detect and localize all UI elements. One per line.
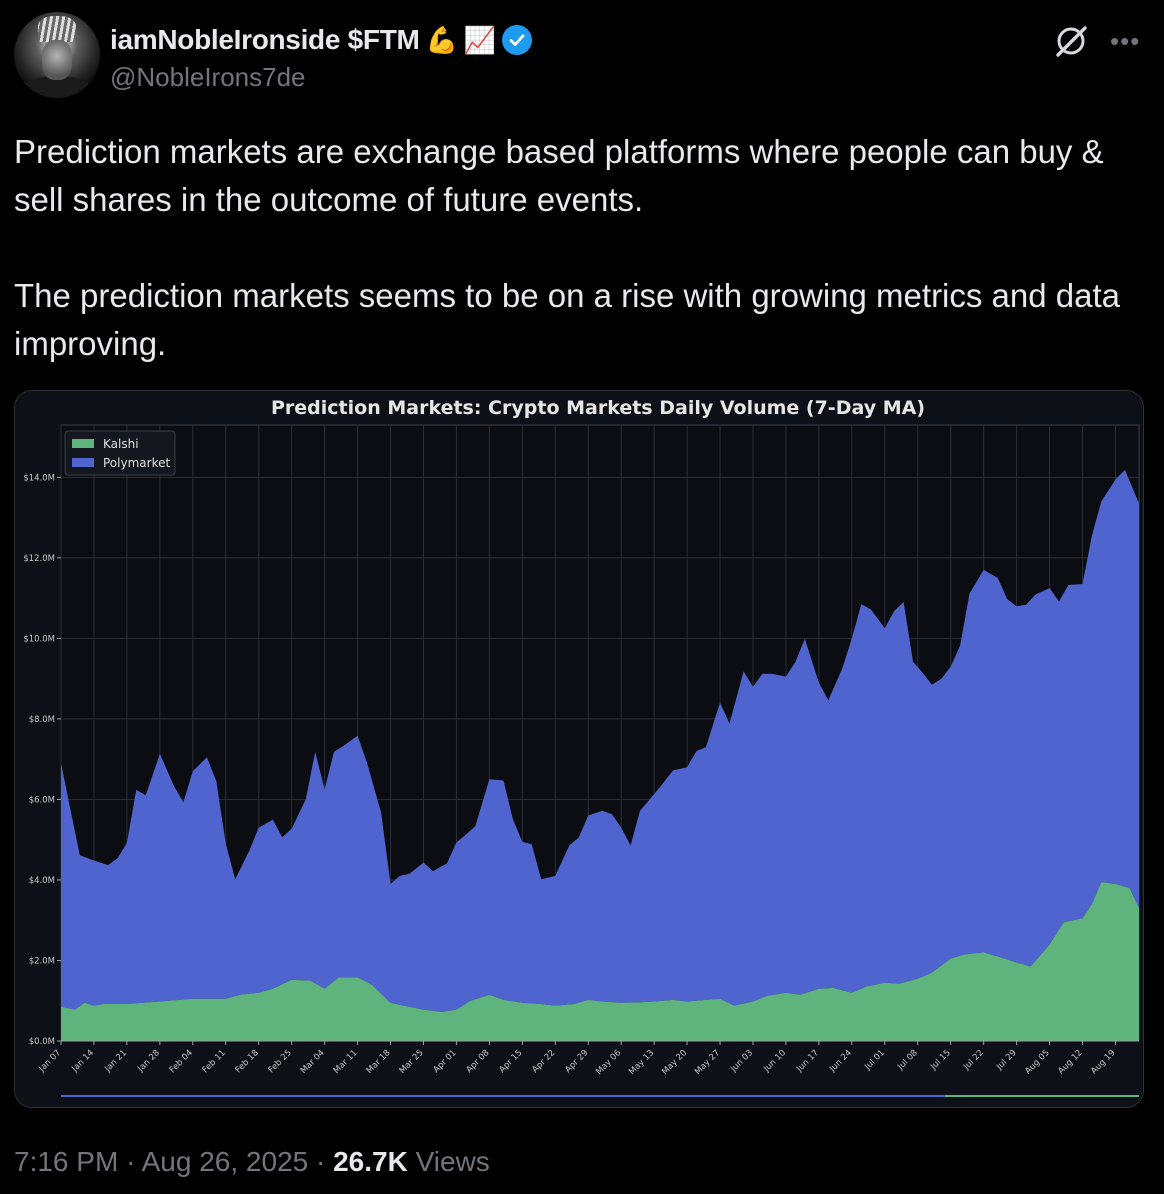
more-icon[interactable]: ••• [1110,26,1141,56]
post-date: Aug 26, 2025 [141,1146,309,1177]
kalshi-area [61,882,1139,1041]
y-tick-label: $0.0M [29,1037,55,1047]
volume-chart: Prediction Markets: Crypto Markets Daily… [15,391,1143,1107]
y-tick-label: $8.0M [29,715,55,725]
author-name-row: iamNobleIronside $FTM 💪 📈 [110,20,533,60]
flexed-biceps-emoji: 💪 [425,25,458,55]
author-display-name[interactable]: iamNobleIronside $FTM [110,24,420,55]
y-tick-label: $2.0M [29,956,55,966]
avatar[interactable] [14,12,100,98]
chart-title: Prediction Markets: Crypto Markets Daily… [271,397,925,419]
y-tick-label: $12.0M [23,554,55,564]
y-tick-label: $4.0M [29,876,55,886]
grok-icon[interactable] [1054,24,1088,58]
timestamp-separator: · [316,1146,326,1177]
y-tick-label: $14.0M [23,473,55,483]
y-tick-label: $10.0M [23,634,55,644]
tweet-paragraph-2: The prediction markets seems to be on a … [14,277,1121,362]
tweet-text: Prediction markets are exchange based pl… [14,128,1154,368]
views-count: 26.7K [333,1146,408,1177]
polymarket-area [61,470,1139,1012]
views-label: Views [415,1146,490,1177]
author-handle[interactable]: @NobleIrons7de [110,62,306,92]
post-time: 7:16 PM [14,1146,119,1177]
verified-badge-icon[interactable] [502,25,533,55]
legend-label-polymarket: Polymarket [103,456,170,470]
y-tick-label: $6.0M [29,795,55,805]
post-timestamp[interactable]: 7:16 PM · Aug 26, 2025 · 26.7K Views [14,1146,490,1178]
chart-increasing-emoji: 📈 [463,25,497,55]
tweet-media-chart[interactable]: Prediction Markets: Crypto Markets Daily… [14,390,1144,1108]
legend-swatch-polymarket [72,458,94,467]
legend-swatch-kalshi [72,439,94,448]
timestamp-separator: · [126,1146,136,1177]
tweet-paragraph-1: Prediction markets are exchange based pl… [14,133,1104,218]
legend-label-kalshi: Kalshi [103,437,139,451]
